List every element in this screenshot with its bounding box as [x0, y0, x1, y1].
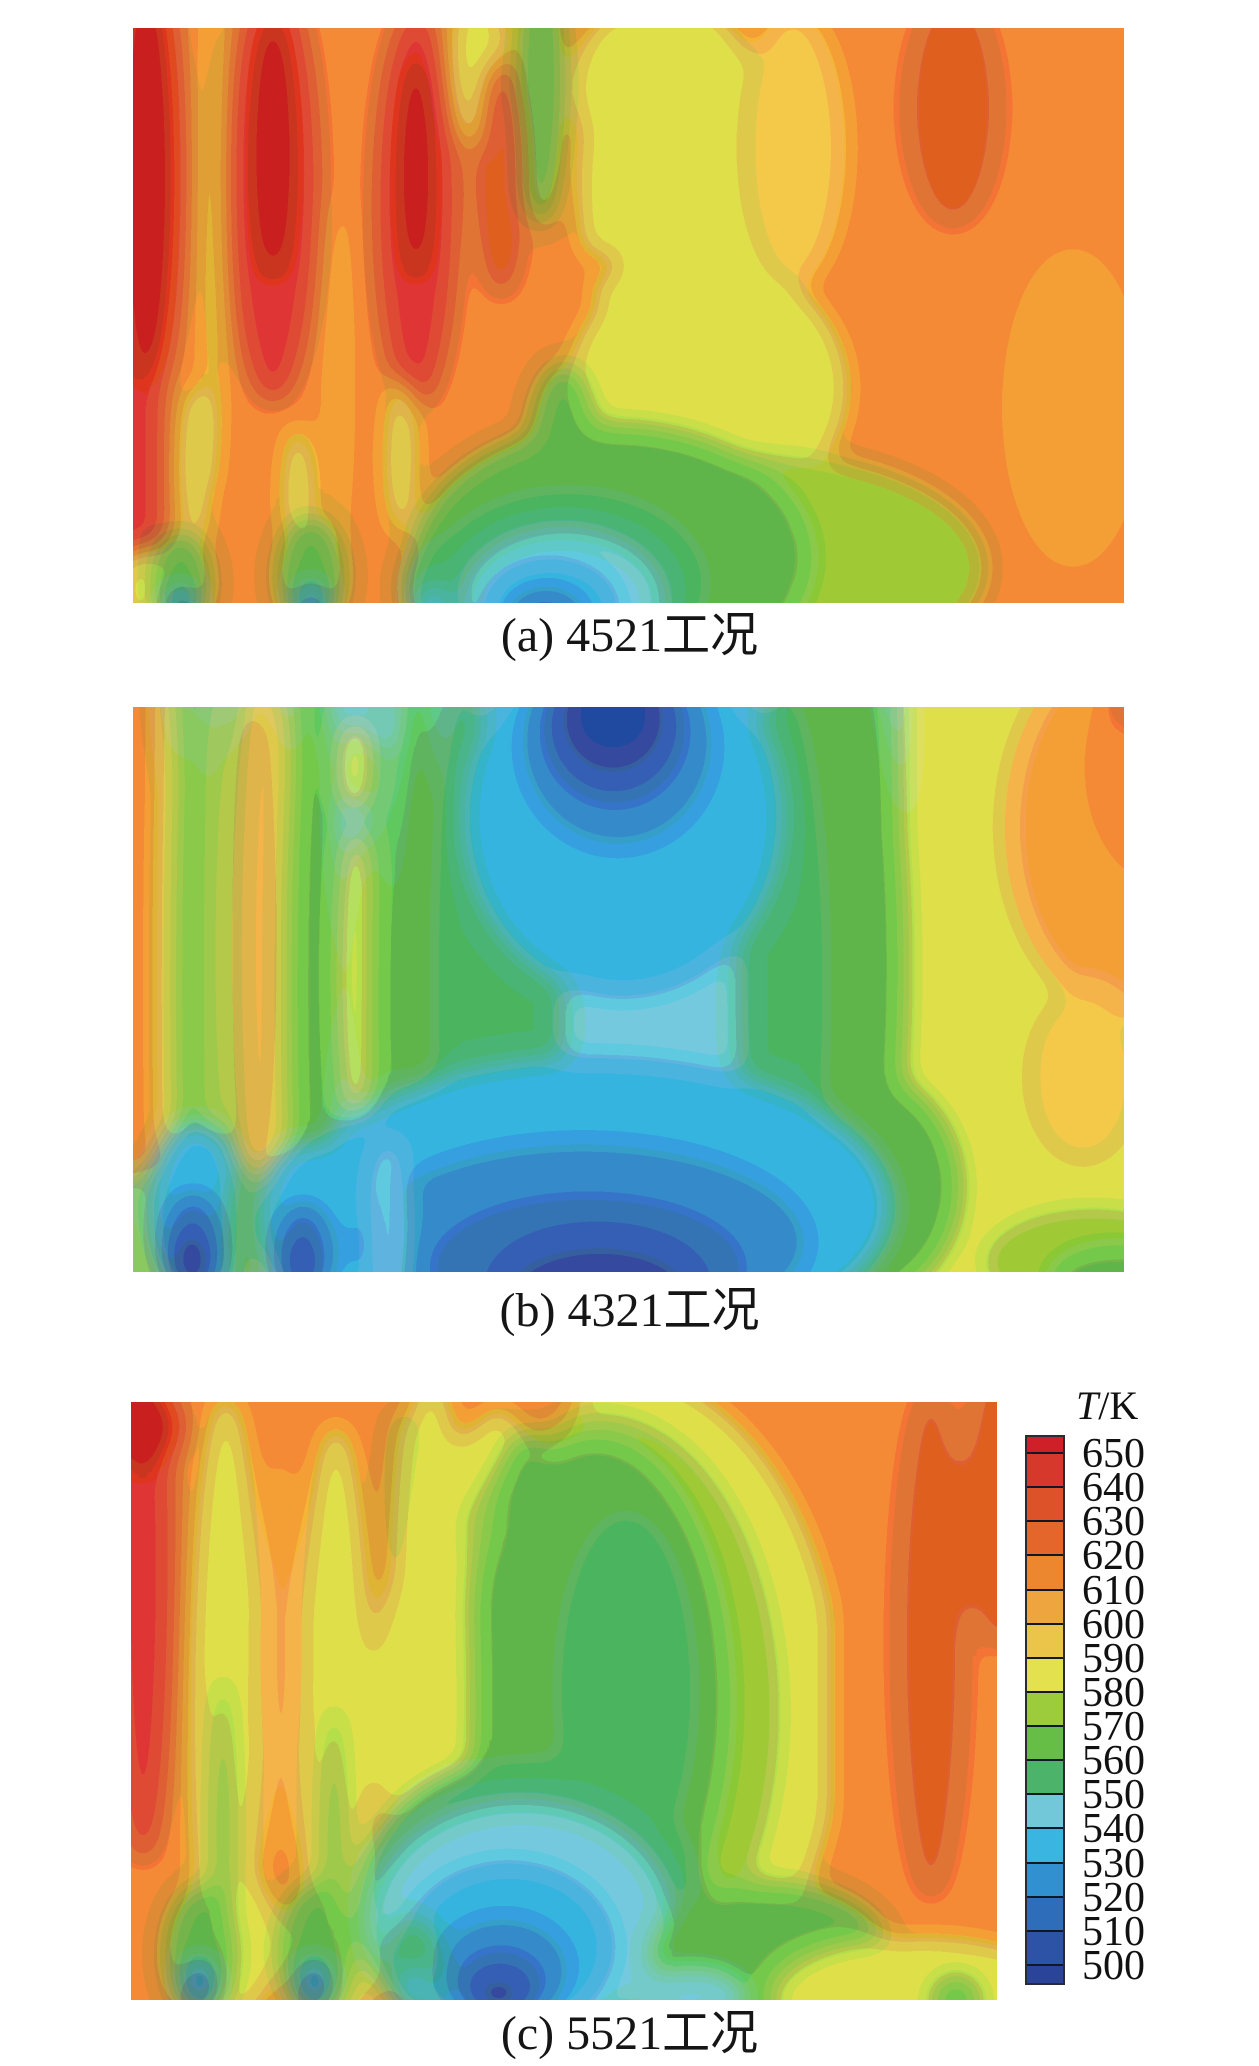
colorbar-band [1027, 1931, 1063, 1966]
colorbar-band [1027, 1965, 1063, 1983]
colorbar-title-units: /K [1098, 1383, 1139, 1428]
colorbar-tick-label: 630 [1082, 1499, 1145, 1546]
colorbar-band [1027, 1488, 1063, 1523]
colorbar-tick-label: 610 [1082, 1567, 1145, 1614]
colorbar-band [1027, 1795, 1063, 1830]
colorbar-band [1027, 1727, 1063, 1762]
colorbar-tick-label: 590 [1082, 1635, 1145, 1682]
colorbar [1025, 1435, 1065, 1985]
colorbar-tick-label: 530 [1082, 1840, 1145, 1887]
colorbar-band [1027, 1897, 1063, 1932]
colorbar-band [1027, 1692, 1063, 1728]
colorbar-tick-label: 650 [1082, 1431, 1145, 1478]
heatmap-c-contours [131, 1402, 997, 2000]
heatmap-panel-a [133, 28, 1124, 603]
colorbar-tick-label: 580 [1082, 1669, 1145, 1716]
colorbar-band [1027, 1556, 1063, 1591]
colorbar-ticks: 650 640 630 620 610 600 590 580 570 560 550 540 530 5… [1082, 1433, 1192, 1987]
colorbar-title-variable: T [1076, 1383, 1099, 1428]
panel-b-caption: (b) 4321工况 [499, 1284, 760, 1337]
colorbar-tick-label: 570 [1082, 1704, 1145, 1751]
colorbar-tick-label: 510 [1082, 1908, 1145, 1955]
colorbar-band [1027, 1761, 1063, 1796]
colorbar-title: T/K [1076, 1382, 1138, 1429]
colorbar-tick-label: 540 [1082, 1806, 1145, 1853]
colorbar-band [1027, 1590, 1063, 1625]
colorbar-band [1027, 1624, 1063, 1659]
heatmap-b-contours [133, 707, 1124, 1272]
colorbar-tick-label: 520 [1082, 1874, 1145, 1921]
colorbar-tick-label: 640 [1082, 1465, 1145, 1512]
colorbar-tick-label: 600 [1082, 1601, 1145, 1648]
colorbar-band [1027, 1658, 1063, 1693]
colorbar-tick-label: 500 [1082, 1942, 1145, 1989]
colorbar-tick-label: 550 [1082, 1772, 1145, 1819]
colorbar-band [1027, 1437, 1063, 1455]
colorbar-band [1027, 1522, 1063, 1557]
panel-c-caption: (c) 5521工况 [500, 2007, 759, 2060]
panel-a-caption: (a) 4521工况 [500, 609, 759, 662]
colorbar-band [1027, 1863, 1063, 1898]
colorbar-tick-label: 620 [1082, 1533, 1145, 1580]
colorbar-band [1027, 1829, 1063, 1864]
heatmap-a-contours [133, 28, 1124, 603]
heatmap-panel-c [131, 1402, 997, 2000]
heatmap-panel-b [133, 707, 1124, 1272]
colorbar-tick-label: 560 [1082, 1738, 1145, 1785]
colorbar-band [1027, 1454, 1063, 1489]
